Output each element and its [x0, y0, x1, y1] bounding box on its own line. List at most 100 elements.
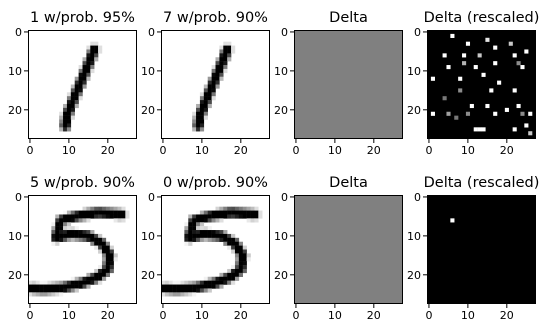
- digit-pixel: [55, 233, 60, 239]
- digit-pixel: [90, 49, 95, 54]
- digit-pixel: [215, 210, 220, 215]
- digit-pixel: [101, 257, 107, 262]
- delta-pixel: [524, 49, 529, 54]
- image-area: [427, 195, 536, 304]
- digit-pixel: [199, 111, 205, 116]
- digit-pixel: [74, 218, 79, 223]
- digit-pixel: [59, 222, 64, 227]
- digit-pixel: [51, 284, 56, 289]
- digit-pixel: [90, 280, 95, 285]
- digit-pixel: [98, 265, 103, 270]
- digit-pixel: [238, 210, 243, 215]
- digit-pixel: [231, 280, 236, 285]
- digit-pixel: [74, 84, 79, 89]
- digit-pixel: [211, 237, 216, 242]
- digit-pixel: [74, 233, 79, 239]
- digit-pixel: [98, 241, 103, 246]
- digit-pixel: [207, 100, 212, 105]
- digit-pixel: [199, 284, 205, 289]
- digit-pixel: [74, 226, 79, 231]
- digit-pixel: [196, 115, 201, 120]
- delta-image: [294, 30, 403, 139]
- digit-pixel: [219, 214, 224, 219]
- digit-pixel: [192, 226, 197, 231]
- delta-pixel: [450, 33, 455, 38]
- digit-pixel: [242, 206, 247, 211]
- digit-pixel: [219, 272, 224, 277]
- digit-pixel: [51, 241, 56, 246]
- digit-pixel: [223, 61, 228, 66]
- digit-pixel: [203, 96, 208, 101]
- digit-pixel: [101, 276, 107, 281]
- digit-pixel: [223, 49, 228, 54]
- axes-frame: [427, 30, 536, 139]
- digit-pixel: [219, 218, 224, 223]
- digit-pixel: [203, 288, 208, 293]
- digit-pixel: [192, 127, 197, 132]
- digit-pixel: [203, 218, 208, 223]
- digit-pixel: [211, 284, 216, 289]
- digit-pixel: [196, 214, 201, 219]
- digit-pixel: [78, 218, 83, 223]
- digit-pixel: [207, 280, 212, 285]
- digit-pixel: [31, 292, 37, 297]
- digit-pixel: [86, 218, 91, 223]
- digit-pixel: [196, 111, 201, 116]
- digit-pixel: [35, 284, 40, 289]
- digit-pixel: [82, 218, 87, 223]
- digit-pixel: [86, 57, 91, 62]
- digit-pixel: [63, 233, 68, 239]
- digit-pixel: [207, 226, 212, 231]
- digit-pixel: [101, 265, 107, 270]
- delta-pixel: [430, 76, 435, 81]
- digit-pixel: [227, 241, 232, 246]
- digit-pixel: [219, 76, 224, 81]
- digit-pixel: [215, 214, 220, 219]
- digit-pixel: [70, 214, 75, 219]
- digit-pixel: [101, 210, 107, 215]
- digit-pixel: [94, 233, 99, 239]
- digit-pixel: [117, 214, 122, 219]
- delta-pixel: [512, 127, 517, 132]
- digit-pixel: [203, 284, 208, 289]
- digit-pixel: [203, 111, 208, 116]
- digit-pixel: [211, 230, 216, 235]
- digit-pixel: [227, 280, 232, 285]
- digit-pixel: [109, 206, 114, 211]
- digit-pixel: [215, 237, 220, 242]
- digit-pixel: [78, 233, 83, 239]
- digit-pixel: [105, 257, 110, 262]
- digit-pixel: [227, 237, 232, 242]
- digit-pixel: [168, 280, 173, 285]
- digit-pixel: [227, 45, 232, 50]
- y-tick-label: 20: [274, 104, 288, 117]
- x-tick-label: 20: [367, 144, 381, 157]
- digit-pixel: [219, 233, 224, 239]
- digit-pixel: [51, 222, 56, 227]
- digit-pixel: [203, 88, 208, 93]
- digit-pixel: [59, 237, 64, 242]
- digit-pixel: [203, 107, 208, 112]
- digit-pixel: [121, 206, 126, 211]
- digit-pixel: [59, 230, 64, 235]
- digit-pixel: [66, 111, 72, 116]
- digit-pixel: [98, 210, 103, 215]
- digit-pixel: [215, 72, 220, 77]
- digit-pixel: [63, 288, 68, 293]
- digit-pixel: [63, 210, 68, 215]
- digit-pixel: [63, 222, 68, 227]
- digit-pixel: [70, 280, 75, 285]
- digit-pixel: [109, 265, 114, 270]
- delta-pixel: [508, 41, 513, 46]
- digit-pixel: [215, 233, 220, 239]
- x-tick-label: 20: [367, 309, 381, 322]
- digit-pixel: [82, 284, 87, 289]
- digit-pixel: [105, 265, 110, 270]
- digit-pixel: [82, 233, 87, 239]
- digit-pixel: [109, 245, 114, 250]
- digit-pixel: [250, 206, 255, 211]
- digit-pixel: [66, 96, 72, 101]
- digit-pixel: [223, 214, 228, 219]
- digit-pixel: [121, 214, 126, 219]
- digit-pixel: [215, 80, 220, 85]
